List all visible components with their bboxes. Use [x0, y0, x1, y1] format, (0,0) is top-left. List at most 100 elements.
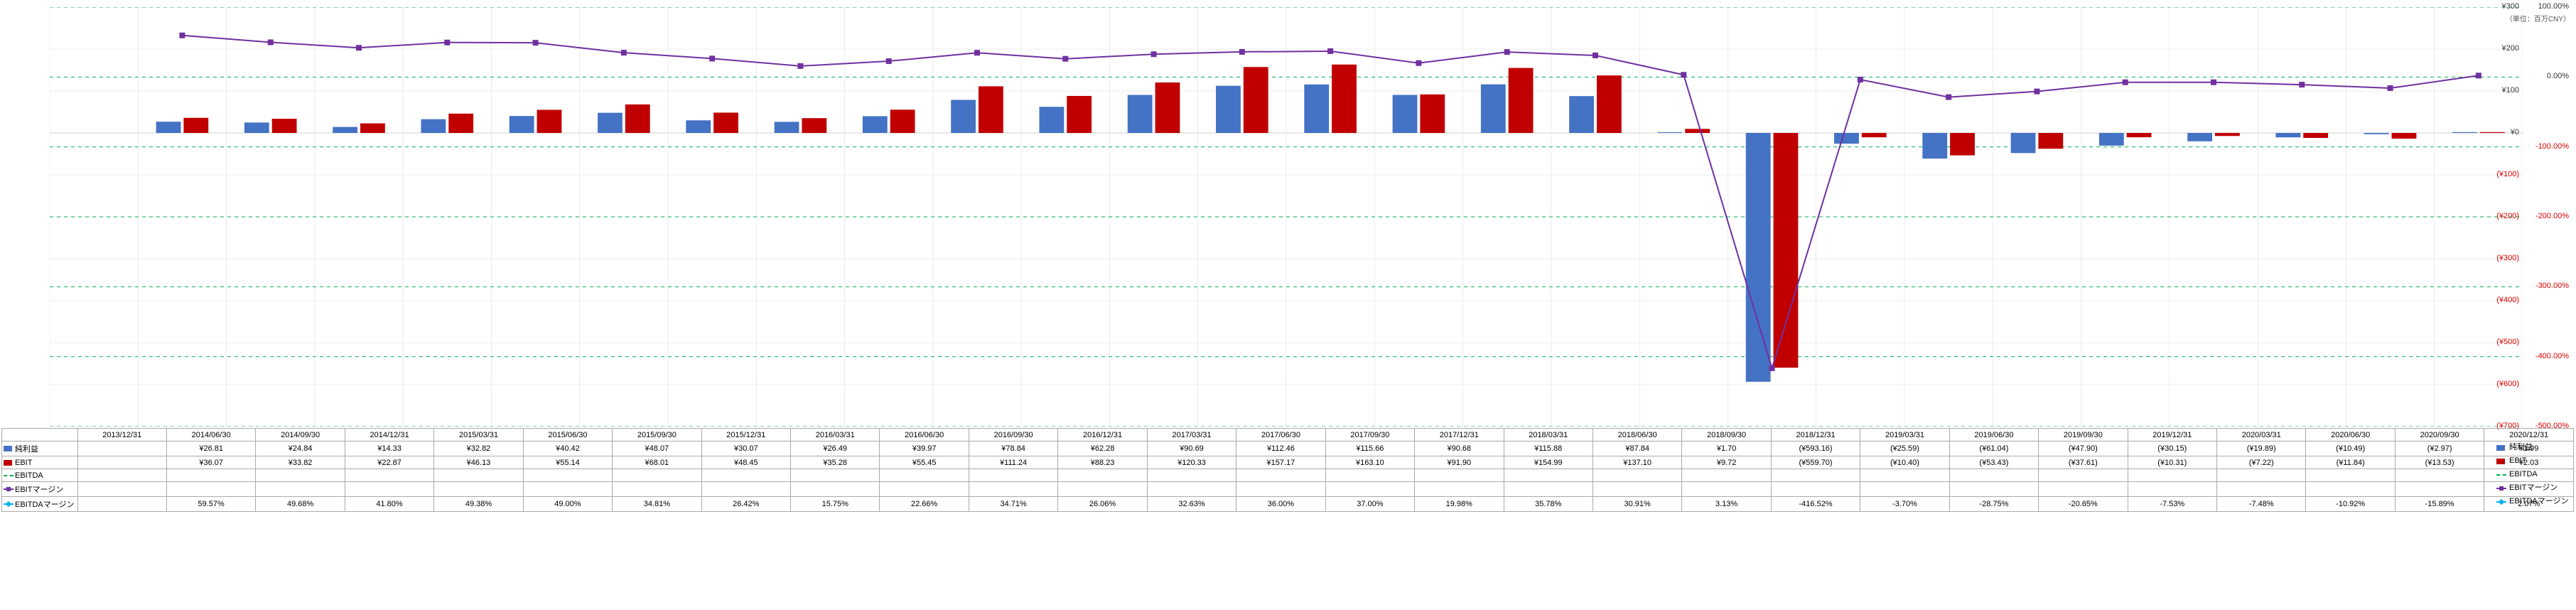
- y-left-tick: (¥100): [2477, 170, 2519, 178]
- table-cell: (¥25.59): [1860, 442, 1949, 456]
- table-cell: (¥53.43): [1949, 456, 2038, 469]
- table-cell: 2016/03/31: [791, 429, 880, 442]
- swatch-cyan: [2496, 501, 2506, 503]
- y-right-tick: -300.00%: [2526, 282, 2569, 290]
- table-cell: ¥55.45: [880, 456, 969, 469]
- table-cell: [1147, 482, 1236, 497]
- table-cell: [1593, 482, 1681, 497]
- table-cell: ¥90.69: [1147, 442, 1236, 456]
- table-cell: [1325, 482, 1414, 497]
- table-row: 純利益¥26.81¥24.84¥14.33¥32.82¥40.42¥48.07¥…: [2, 442, 2574, 456]
- table-row: 2013/12/312014/06/302014/09/302014/12/31…: [2, 429, 2574, 442]
- table-cell: [1325, 469, 1414, 482]
- table-cell: 49.68%: [256, 497, 345, 512]
- table-cell: ¥112.46: [1236, 442, 1325, 456]
- table-cell: ¥32.82: [434, 442, 523, 456]
- table-cell: 2018/09/30: [1682, 429, 1771, 442]
- table-cell: -3.70%: [1860, 497, 1949, 512]
- table-cell: 2015/06/30: [523, 429, 612, 442]
- table-cell: [880, 469, 969, 482]
- table-cell: [969, 469, 1057, 482]
- table-cell: [613, 469, 701, 482]
- table-row: EBIT¥36.07¥33.82¥22.87¥46.13¥55.14¥68.01…: [2, 456, 2574, 469]
- table-cell: [345, 469, 433, 482]
- table-cell: ¥115.88: [1504, 442, 1593, 456]
- table-cell: [1504, 469, 1593, 482]
- table-cell: 2014/12/31: [345, 429, 433, 442]
- y-left-tick: (¥300): [2477, 254, 2519, 262]
- table-cell: 22.66%: [880, 497, 969, 512]
- table-cell: ¥24.84: [256, 442, 345, 456]
- table-cell: ¥22.87: [345, 456, 433, 469]
- table-cell: [791, 482, 880, 497]
- table-cell: 2018/06/30: [1593, 429, 1681, 442]
- table-cell: 2016/06/30: [880, 429, 969, 442]
- table-cell: [791, 469, 880, 482]
- table-cell: -28.75%: [1949, 497, 2038, 512]
- table-cell: ¥90.68: [1415, 442, 1504, 456]
- table-cell: 2017/06/30: [1236, 429, 1325, 442]
- y-left-tick: (¥400): [2477, 296, 2519, 304]
- table-cell: [1771, 482, 1860, 497]
- table-cell: [701, 469, 790, 482]
- table-cell: ¥39.97: [880, 442, 969, 456]
- table-cell: [1236, 482, 1325, 497]
- table-cell: ¥68.01: [613, 456, 701, 469]
- cyan-swatch: [4, 503, 14, 505]
- table-cell: (¥47.90): [2039, 442, 2128, 456]
- table-cell: [434, 482, 523, 497]
- table-row: EBITDA: [2, 469, 2574, 482]
- row-label: EBITマージン: [2, 482, 78, 497]
- purple-swatch: [4, 488, 14, 490]
- table-cell: ¥26.49: [791, 442, 880, 456]
- y-left-tick: ¥300: [2477, 2, 2519, 11]
- table-cell: (¥37.61): [2039, 456, 2128, 469]
- legend-ebitda-margin: EBITDAマージン: [2496, 495, 2575, 508]
- table-cell: ¥26.81: [166, 442, 255, 456]
- table-cell: [2039, 482, 2128, 497]
- row-label: EBITDAマージン: [2, 497, 78, 512]
- table-cell: ¥46.13: [434, 456, 523, 469]
- table-cell: [2039, 469, 2128, 482]
- table-cell: [2217, 482, 2306, 497]
- table-cell: ¥115.66: [1325, 442, 1414, 456]
- table-cell: [1415, 482, 1504, 497]
- table-cell: [1504, 482, 1593, 497]
- table-cell: -15.89%: [2395, 497, 2484, 512]
- data-table: 2013/12/312014/06/302014/09/302014/12/31…: [1, 428, 2574, 512]
- table-cell: 2019/09/30: [2039, 429, 2128, 442]
- table-cell: 2020/09/30: [2395, 429, 2484, 442]
- table-cell: [77, 497, 166, 512]
- table-cell: ¥30.07: [701, 442, 790, 456]
- table-cell: 15.75%: [791, 497, 880, 512]
- legend-right: 純利益 EBIT EBITDA EBITマージン EBITDAマージン: [2496, 441, 2575, 508]
- table-cell: 32.63%: [1147, 497, 1236, 512]
- table-cell: [1949, 469, 2038, 482]
- table-cell: [1415, 469, 1504, 482]
- table-cell: ¥40.42: [523, 442, 612, 456]
- table-cell: [701, 482, 790, 497]
- table-cell: 49.00%: [523, 497, 612, 512]
- y-left-tick: ¥200: [2477, 44, 2519, 53]
- table-cell: 2014/09/30: [256, 429, 345, 442]
- table-cell: ¥154.99: [1504, 456, 1593, 469]
- table-cell: (¥7.22): [2217, 456, 2306, 469]
- table-cell: [613, 482, 701, 497]
- table-cell: 2019/12/31: [2128, 429, 2216, 442]
- table-cell: [1147, 469, 1236, 482]
- swatch-blue: [2496, 445, 2505, 451]
- table-cell: 2020/03/31: [2217, 429, 2306, 442]
- table-cell: -7.53%: [2128, 497, 2216, 512]
- table-cell: 2013/12/31: [77, 429, 166, 442]
- table-cell: ¥111.24: [969, 456, 1057, 469]
- table-cell: [2395, 482, 2484, 497]
- table-cell: [969, 482, 1057, 497]
- table-cell: [2217, 469, 2306, 482]
- table-cell: 30.91%: [1593, 497, 1681, 512]
- table-cell: [2395, 469, 2484, 482]
- table-cell: 2017/09/30: [1325, 429, 1414, 442]
- table-cell: ¥78.84: [969, 442, 1057, 456]
- table-row: EBITDAマージン59.57%49.68%41.80%49.38%49.00%…: [2, 497, 2574, 512]
- row-label: EBITDA: [2, 469, 78, 482]
- table-cell: 2015/12/31: [701, 429, 790, 442]
